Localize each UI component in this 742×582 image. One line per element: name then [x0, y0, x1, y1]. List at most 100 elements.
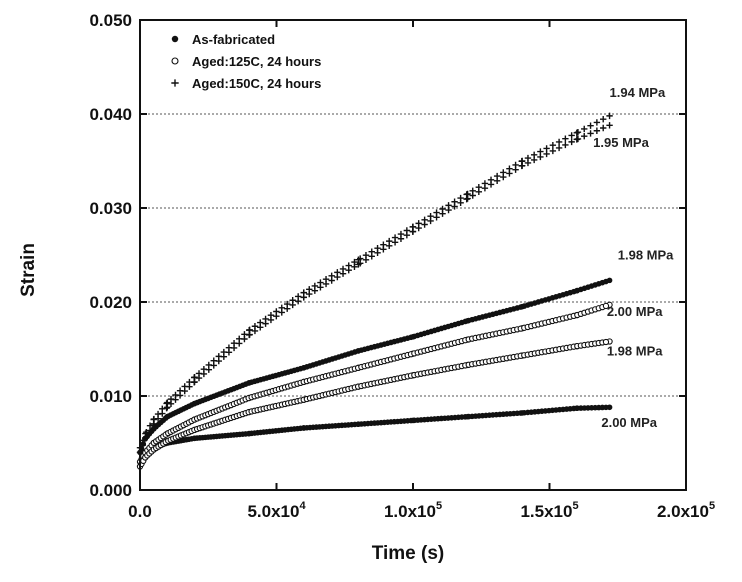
plus-marker [475, 183, 483, 191]
plus-marker [439, 205, 446, 213]
plus-marker [555, 138, 563, 146]
plus-marker [549, 147, 557, 155]
plus-marker [415, 220, 422, 227]
plus-marker [587, 130, 594, 137]
plus-marker [386, 237, 393, 245]
plus-marker [593, 127, 601, 134]
plus-marker [518, 158, 525, 165]
open-circle-marker [602, 302, 610, 310]
x-tick-label: 5.0x104 [247, 500, 306, 521]
plus-marker [273, 308, 280, 315]
plus-marker [284, 300, 291, 308]
plus-marker [200, 366, 208, 373]
plus-marker [181, 383, 188, 390]
plus-marker [317, 279, 324, 286]
plus-marker [574, 129, 582, 136]
plus-marker [215, 353, 222, 360]
plus-marker [186, 378, 193, 386]
plus-marker [190, 374, 198, 381]
plus-marker [163, 400, 170, 407]
plus-marker [457, 194, 464, 202]
plus-marker [294, 293, 302, 300]
plus-marker [300, 289, 307, 296]
x-tick-exponent: 4 [299, 500, 306, 512]
plus-marker [427, 213, 434, 220]
plus-marker [606, 112, 613, 120]
plus-marker [543, 145, 550, 152]
legend-label: Aged:150C, 24 hours [192, 76, 321, 91]
series-5 [136, 112, 613, 451]
plus-marker [451, 198, 458, 205]
plus-marker [146, 422, 154, 429]
plus-marker [154, 410, 162, 418]
stress-label: 1.98 MPa [607, 344, 663, 359]
y-tick-label: 0.010 [89, 387, 132, 406]
plus-marker [195, 370, 203, 377]
plus-marker [493, 172, 501, 180]
plus-marker [267, 312, 275, 319]
x-tick-label: 1.5x105 [520, 500, 578, 521]
filled-circle-marker [603, 278, 609, 285]
plus-marker [562, 135, 569, 142]
x-tick-label: 1.0x105 [384, 500, 442, 521]
plus-marker [334, 269, 341, 276]
plus-marker [150, 415, 158, 423]
plus-marker [176, 387, 184, 394]
plus-marker [487, 176, 495, 183]
plus-marker [600, 124, 607, 132]
plus-marker [481, 180, 489, 187]
filled-circle-marker [171, 35, 179, 43]
plus-marker [351, 258, 358, 266]
x-axis-title: Time (s) [372, 543, 445, 564]
plus-marker [345, 262, 352, 269]
open-circle-marker [602, 338, 610, 346]
plus-marker [568, 138, 575, 146]
plus-marker [322, 275, 330, 283]
plus-marker [421, 216, 428, 223]
plus-marker [433, 209, 440, 216]
plus-marker [205, 361, 213, 369]
series-0 [137, 404, 613, 465]
plus-marker [409, 223, 416, 231]
stress-label: 1.94 MPa [610, 85, 666, 100]
plus-marker [549, 141, 557, 149]
plus-marker [236, 335, 243, 342]
plus-marker [500, 169, 507, 176]
plus-marker [506, 165, 513, 172]
series-3 [136, 338, 613, 470]
legend-label: As-fabricated [192, 32, 275, 47]
plus-marker [357, 255, 364, 262]
plus-marker [397, 230, 405, 238]
plus-marker [581, 125, 588, 133]
plus-marker [220, 348, 228, 356]
plus-marker [574, 135, 582, 143]
stress-label: 1.95 MPa [593, 135, 649, 150]
series-1 [137, 277, 613, 456]
x-tick-exponent: 5 [572, 500, 578, 512]
series-path [140, 341, 610, 466]
filled-circle-marker [603, 404, 609, 411]
x-tick-exponent: 5 [436, 500, 442, 512]
plus-marker [380, 241, 387, 248]
plus-marker [251, 323, 259, 330]
open-circle-marker [171, 57, 179, 65]
plus-marker [289, 297, 296, 304]
plus-marker [524, 154, 532, 162]
plus-marker [600, 115, 607, 123]
plus-marker [230, 340, 238, 347]
plus-marker [543, 150, 550, 158]
plus-marker [463, 191, 470, 198]
plus-marker [581, 132, 588, 140]
x-tick-label: 2.0x105 [657, 500, 715, 521]
plus-marker [328, 272, 335, 279]
plus-marker [278, 304, 285, 311]
stress-label: 2.00 MPa [607, 304, 663, 319]
plus-marker [512, 161, 519, 169]
plus-marker [311, 282, 319, 290]
y-tick-label: 0.030 [89, 199, 132, 218]
x-tick-label: 0.0 [128, 502, 152, 521]
plus-marker [167, 395, 175, 403]
plus-marker [374, 244, 381, 252]
plus-marker [606, 122, 613, 129]
